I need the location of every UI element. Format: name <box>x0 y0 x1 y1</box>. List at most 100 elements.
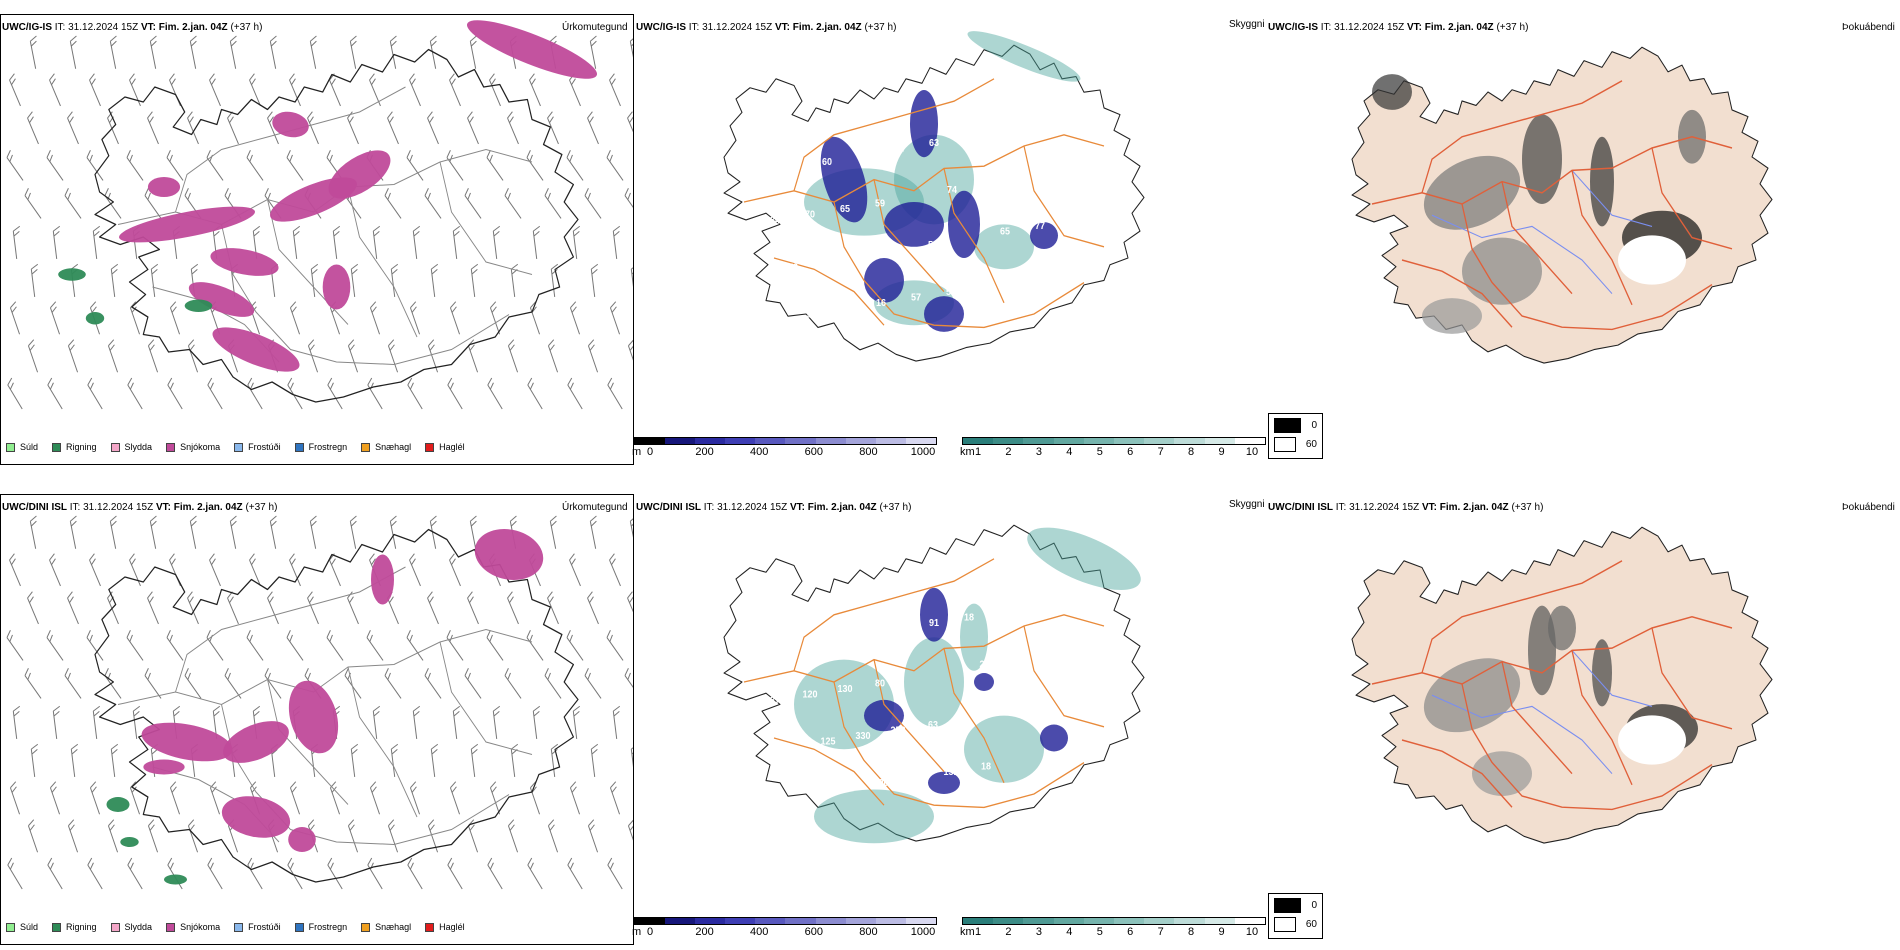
wind-barb <box>589 515 597 549</box>
wind-barb <box>30 263 39 297</box>
snow-area-2 <box>119 206 255 243</box>
legend-label: Slydda <box>124 922 153 932</box>
glacier-area <box>1618 715 1686 765</box>
fog-map-top <box>1351 46 1773 364</box>
wind-barb <box>606 150 624 181</box>
colorbar-segment <box>1204 438 1235 444</box>
wind-barb <box>547 591 559 625</box>
wind-barb <box>64 668 82 699</box>
wind-barb <box>607 377 623 410</box>
wind-barb <box>249 73 261 107</box>
wind-barb <box>46 150 64 181</box>
colorbar-segment <box>905 918 936 924</box>
rain-area-0 <box>106 797 130 812</box>
wind-barb <box>464 188 482 219</box>
wind-barb <box>104 188 122 219</box>
wind-barb <box>424 668 442 699</box>
wind-barb <box>612 705 621 739</box>
wind-barb <box>350 743 359 777</box>
ceiling-value-label: 70 <box>805 209 815 221</box>
legend-label: Snjókoma <box>180 922 221 932</box>
colorbar-tick-label: 1 <box>974 446 982 458</box>
iceland-coast <box>94 528 579 885</box>
fog-index-area-5 <box>1462 237 1542 305</box>
wind-barb <box>366 630 384 661</box>
iceland-coast: 53 58 80 63 18 895 129 130 252 151 62 56 120 330 12 18 2… <box>723 524 1145 844</box>
legend-item: Slydda <box>110 922 153 932</box>
colorbar-segment <box>755 918 786 924</box>
wind-barb <box>206 630 224 661</box>
wind-barb <box>169 73 181 107</box>
wind-barb <box>409 301 421 335</box>
wind-barb <box>529 301 541 335</box>
wind-barb <box>27 339 39 373</box>
colorbar-segment <box>1083 438 1115 444</box>
it-label: IT: <box>54 22 66 33</box>
wind-barb <box>504 668 522 699</box>
wind-barb <box>267 111 279 145</box>
wind-barb <box>289 553 301 587</box>
wind-barb <box>492 225 501 259</box>
colorbar-segment <box>905 438 936 444</box>
wind-barbs <box>6 515 633 890</box>
colorbar-tick-label: 1000 <box>910 446 936 458</box>
wind-barb <box>29 35 37 69</box>
colorbar-segment <box>1234 438 1266 444</box>
road-5 <box>1501 181 1573 295</box>
snow-area-4 <box>210 248 279 276</box>
legend-swatch <box>234 442 244 452</box>
fog-index-area-0 <box>1423 658 1521 733</box>
low-cloud-area-3 <box>928 771 960 794</box>
colorbar-segment <box>695 438 726 444</box>
road-1 <box>221 224 510 366</box>
colorbar-segment <box>815 918 846 924</box>
wind-barb <box>86 630 104 661</box>
legend-item: Haglél <box>425 442 465 452</box>
fog-title-bottom: Þokuábendi <box>1842 502 1895 513</box>
colorbar-tick-label: 7 <box>1157 446 1164 458</box>
wind-barb <box>387 819 399 853</box>
wind-barb <box>470 743 479 777</box>
wind-barb <box>6 630 24 661</box>
wind-barb <box>470 263 479 297</box>
fog-legend-swatch <box>1274 917 1296 932</box>
wind-barb <box>6 150 24 181</box>
wind-barb <box>624 668 633 699</box>
precip-title-bottom: Úrkomutegund <box>562 502 628 513</box>
wind-barb <box>107 111 119 145</box>
ceiling-value-label: 151 <box>943 767 959 779</box>
wind-barb <box>569 301 581 335</box>
snow-area-5 <box>221 796 291 838</box>
colorbar-tick-label: 3 <box>1035 446 1042 458</box>
colorbar-segment <box>845 438 876 444</box>
ceiling-value-label: 18 <box>964 612 975 624</box>
wind-barb <box>329 73 341 107</box>
road-3 <box>943 648 1005 784</box>
wind-barb <box>286 630 304 661</box>
legend-swatch <box>361 442 371 452</box>
wind-barb <box>229 35 237 69</box>
wind-barb <box>87 857 103 890</box>
vis-map-top: 55 60 59 51 24 28 50 65 46 57 31 15 70 74 57 65 118 84 115… <box>723 31 1145 362</box>
colorbar-strip <box>634 917 937 925</box>
wind-barb <box>587 591 599 625</box>
colorbar-ticks: 1 2 3 4 5 6 7 8 9 10 <box>962 445 1266 459</box>
ceiling-value-label: 65 <box>1000 226 1011 238</box>
wind-barb <box>409 73 421 107</box>
wind-barb <box>7 857 23 890</box>
colorbar-segment <box>1144 918 1175 924</box>
wind-barb <box>227 111 239 145</box>
wind-barb <box>209 73 221 107</box>
legend-swatch <box>52 442 62 452</box>
wind-barb <box>389 35 397 69</box>
wind-barb <box>64 188 82 219</box>
colorbar-tick-label: 5 <box>1096 926 1103 938</box>
wind-barb <box>449 301 461 335</box>
wind-barbs <box>6 35 633 410</box>
vis-panel-bottom: 53 58 80 63 18 895 129 130 252 151 62 56 120 330 12 18 2… <box>634 494 1264 914</box>
fog-index-area-1 <box>1423 155 1521 230</box>
colorbar-segment <box>1174 918 1205 924</box>
low-cloud-area-4 <box>1040 724 1068 752</box>
wind-barb <box>30 743 39 777</box>
colorbar-tick-label: 4 <box>1066 446 1073 458</box>
